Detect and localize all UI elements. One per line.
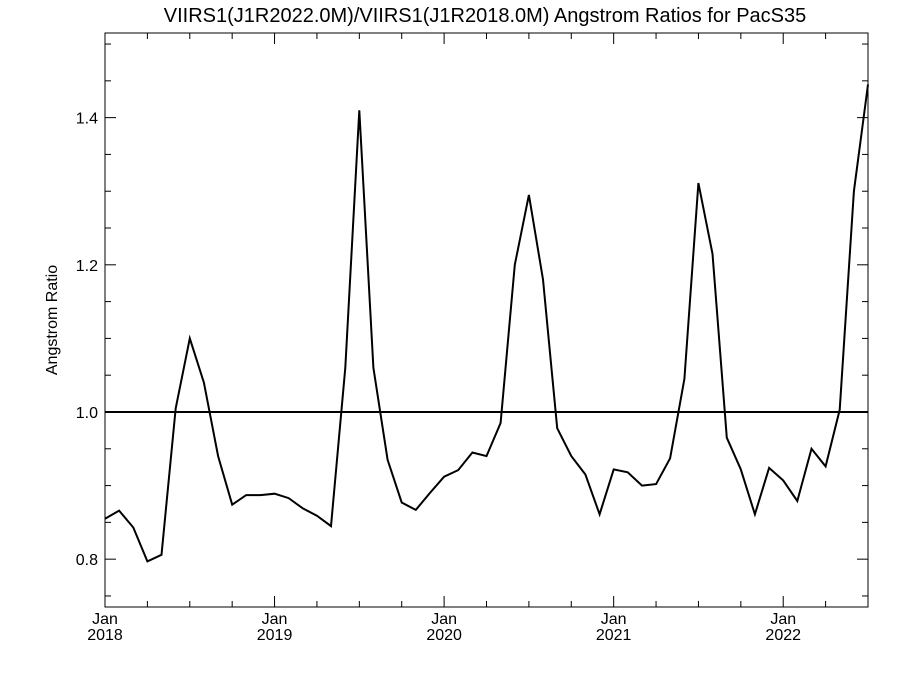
x-tick-label-year: 2019 xyxy=(257,627,293,644)
x-tick-label-month: Jan xyxy=(601,611,627,628)
y-tick-label: 1.0 xyxy=(76,405,98,422)
x-tick-label-year: 2018 xyxy=(87,627,123,644)
x-tick-label-month: Jan xyxy=(770,611,796,628)
x-tick-label-year: 2020 xyxy=(426,627,462,644)
axis-ticks xyxy=(104,33,869,607)
series-group xyxy=(104,84,869,563)
chart-title: VIIRS1(J1R2022.0M)/VIIRS1(J1R2018.0M) An… xyxy=(164,5,807,27)
x-tick-label-month: Jan xyxy=(431,611,457,628)
tick-labels: 0.81.01.21.4Jan2018Jan2019Jan2020Jan2021… xyxy=(76,111,801,644)
x-tick-label-year: 2022 xyxy=(765,627,801,644)
y-tick-label: 1.2 xyxy=(76,258,98,275)
y-axis-label: Angstrom Ratio xyxy=(44,265,61,375)
x-tick-label-month: Jan xyxy=(92,611,118,628)
x-tick-label-month: Jan xyxy=(262,611,288,628)
x-tick-label-year: 2021 xyxy=(596,627,632,644)
plot-frame xyxy=(104,32,869,608)
y-tick-label: 1.4 xyxy=(76,111,98,128)
y-tick-label: 0.8 xyxy=(76,552,98,569)
series-line xyxy=(104,84,869,563)
